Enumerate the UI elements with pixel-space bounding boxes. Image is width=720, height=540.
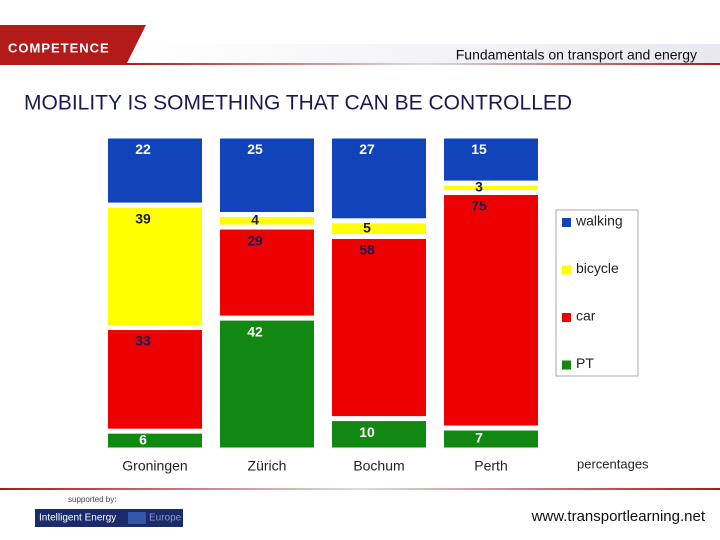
url: www.transportlearning.net xyxy=(531,508,706,525)
value-label: 27 xyxy=(359,141,375,157)
x-tick-label: Perth xyxy=(474,458,507,474)
bar-segment xyxy=(332,238,426,417)
value-label: 4 xyxy=(251,211,259,227)
bar-segment xyxy=(220,229,314,316)
value-label: 75 xyxy=(471,198,487,214)
value-label: 6 xyxy=(139,431,147,447)
logo: COMPETENCE xyxy=(8,40,110,55)
value-label: 5 xyxy=(363,219,371,235)
bar-segment xyxy=(444,430,538,448)
eu-flag xyxy=(128,512,146,524)
bar-segment xyxy=(108,138,202,203)
eu-logo-sub: Europe xyxy=(149,513,182,524)
bar-segment xyxy=(444,195,538,426)
x-tick-label: Bochum xyxy=(353,458,404,474)
chart-title: MOBILITY IS SOMETHING THAT CAN BE CONTRO… xyxy=(24,92,572,115)
value-label: 7 xyxy=(475,430,483,446)
value-label: 10 xyxy=(359,424,375,440)
legend-swatch xyxy=(562,360,571,370)
header-band xyxy=(130,44,720,63)
bar-segment xyxy=(444,185,538,191)
bar-segment xyxy=(220,138,314,212)
bar-segment xyxy=(108,433,202,448)
value-label: 15 xyxy=(471,141,487,157)
footer-rule xyxy=(0,488,720,490)
legend-label: walking xyxy=(575,213,623,229)
header-subtitle: Fundamentals on transport and energy xyxy=(456,47,697,63)
bar-segment xyxy=(332,421,426,448)
value-label: 42 xyxy=(247,323,263,339)
x-tick-label: Zürich xyxy=(248,458,287,474)
legend-swatch xyxy=(562,265,571,275)
legend-label: bicycle xyxy=(576,260,619,276)
supported-by: supported by: xyxy=(68,495,116,504)
value-label: 33 xyxy=(135,333,151,349)
value-label: 3 xyxy=(475,179,483,195)
legend-label: PT xyxy=(576,355,594,371)
eu-logo-main: Intelligent Energy xyxy=(39,513,116,524)
bar-segment xyxy=(332,223,426,234)
bar-segment xyxy=(220,217,314,225)
value-label: 22 xyxy=(135,141,151,157)
value-label: 29 xyxy=(247,232,263,248)
bar-segment xyxy=(444,138,538,181)
value-label: 58 xyxy=(359,242,375,258)
legend-swatch xyxy=(562,218,571,227)
legend-swatch xyxy=(562,313,571,322)
bar-segment xyxy=(108,330,202,429)
legend-label: car xyxy=(576,308,596,324)
bar-segment xyxy=(220,320,314,448)
value-label: 25 xyxy=(247,141,263,157)
legend-box xyxy=(555,209,639,377)
unit-note: percentages xyxy=(577,456,649,471)
x-tick-label: Groningen xyxy=(122,458,187,474)
value-label: 39 xyxy=(135,210,151,226)
bar-segment xyxy=(108,207,202,326)
bar-segment xyxy=(332,138,426,219)
logo-band xyxy=(0,25,146,65)
header-rule xyxy=(126,63,720,65)
